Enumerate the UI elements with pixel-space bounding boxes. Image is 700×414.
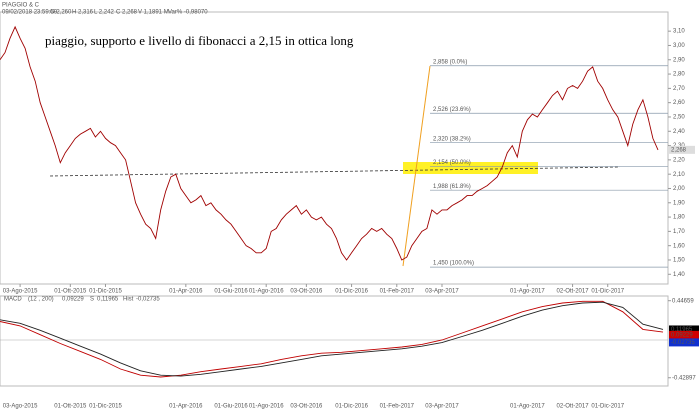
y-tick-label: 3,00 <box>673 43 685 49</box>
y-tick-label: 0.44659 <box>672 298 694 304</box>
y-tick-label: 1,60 <box>673 243 685 249</box>
volume: V 1,1891 M <box>138 10 169 16</box>
x-tick-label: 01-Feb-2017 <box>380 289 415 295</box>
y-tick-label: 2,90 <box>673 57 685 63</box>
x-tick-label: 03-Apr-2017 <box>425 404 459 410</box>
x-tick-label: 01-Dic-2017 <box>591 289 624 295</box>
x-tick-label: 01-Apr-2016 <box>169 404 203 410</box>
fib-label: 2,526 (23.6%) <box>433 107 471 113</box>
x-tick-label: 03-Ago-2015 <box>3 289 38 295</box>
hist-prefix: Hist <box>123 297 134 303</box>
price-frame <box>0 11 669 285</box>
fib-label: 2,320 (38.2%) <box>433 136 471 142</box>
x-tick-label: 01-Ago-2016 <box>249 404 284 410</box>
value-label: 0.09229 <box>671 332 693 338</box>
annotation: piaggio, supporto e livello di fibonacci… <box>45 33 354 48</box>
value-label: -0.02735 <box>671 340 695 346</box>
x-tick-label: 03-Ago-2015 <box>3 404 38 410</box>
x-tick-label: 02-Ott-2017 <box>557 404 590 410</box>
value-box <box>669 338 699 347</box>
low: L 2,242 <box>94 10 114 16</box>
change: Var% -0,98070 <box>168 10 208 16</box>
x-tick-label: 03-Ott-2016 <box>290 289 323 295</box>
x-tick-label: 01-Dic-2015 <box>89 404 122 410</box>
fib-label: 2,154 (50.0%) <box>433 160 471 166</box>
y-tick-label: 1,80 <box>673 215 685 221</box>
x-tick-label: 01-Dic-2017 <box>591 404 624 410</box>
x-tick-label: 01-Feb-2017 <box>380 404 415 410</box>
y-tick-label: 2,80 <box>673 72 685 78</box>
x-tick-label: 03-Apr-2017 <box>425 289 459 295</box>
close: C 2,268 <box>116 10 138 16</box>
y-tick-label: -0.42897 <box>672 375 696 381</box>
value-box <box>669 325 699 334</box>
y-tick-label: 3,10 <box>673 29 685 35</box>
x-tick-label: 01-Apr-2016 <box>169 289 203 295</box>
macd-params: (12 , 200) <box>28 297 54 303</box>
x-tick-label: 03-Ott-2016 <box>290 404 323 410</box>
macd-frame <box>0 295 669 387</box>
y-tick-label: 1,90 <box>673 200 685 206</box>
hist-value: -0,02735 <box>136 297 160 303</box>
x-tick-label: 01-Ago-2017 <box>510 289 545 295</box>
x-tick-label: 01-Ott-2015 <box>54 289 87 295</box>
support-zone <box>403 162 538 174</box>
last-price-label: 2,268 <box>671 147 687 153</box>
x-tick-label: 01-Dic-2016 <box>335 289 368 295</box>
x-tick-label: 01-Ago-2017 <box>510 404 545 410</box>
y-tick-label: 2,50 <box>673 115 685 121</box>
signal-prefix: S <box>90 297 94 303</box>
x-tick-label: 01-Giu-2016 <box>214 289 248 295</box>
macd-line <box>0 301 664 377</box>
x-tick-label: 01-Giu-2016 <box>214 404 248 410</box>
signal-value: 0,11965 <box>97 297 119 303</box>
fib-anchor <box>402 65 431 267</box>
macd-value: 0,09229 <box>62 297 84 303</box>
value-label: 0.11965 <box>671 327 693 333</box>
y-tick-label: 2,70 <box>673 86 685 92</box>
fib-label: 2,858 (0.0%) <box>433 59 467 65</box>
x-tick-label: 01-Dic-2015 <box>89 289 122 295</box>
high: H 2,316 <box>72 10 94 16</box>
x-tick-label: 01-Ott-2015 <box>54 404 87 410</box>
y-tick-label: 1,70 <box>673 229 685 235</box>
y-tick-label: 2,40 <box>673 129 685 135</box>
x-tick-label: 02-Ott-2017 <box>557 289 590 295</box>
value-box <box>669 330 699 339</box>
open: O 2,260 <box>50 10 72 16</box>
x-tick-label: 01-Dic-2016 <box>335 404 368 410</box>
y-tick-label: 2,20 <box>673 157 685 163</box>
macd-line <box>0 300 664 378</box>
x-tick-label: 01-Ago-2016 <box>249 289 284 295</box>
y-tick-label: 2,00 <box>673 186 685 192</box>
last-price-box <box>669 145 695 154</box>
y-tick-label: 1,40 <box>673 272 685 278</box>
fib-label: 1,450 (100.0%) <box>433 261 474 267</box>
date: 09/02/2018 23:59:59 <box>2 10 58 16</box>
macd-title: MACD <box>4 297 22 303</box>
price-line <box>0 25 659 261</box>
y-tick-label: 2,60 <box>673 100 685 106</box>
y-tick-label: 1,50 <box>673 258 685 264</box>
fib-label: 1,988 (61.8%) <box>433 184 471 190</box>
support-line <box>49 166 621 177</box>
y-tick-label: 2,10 <box>673 172 685 178</box>
symbol: PIAGGIO & C <box>2 3 40 9</box>
